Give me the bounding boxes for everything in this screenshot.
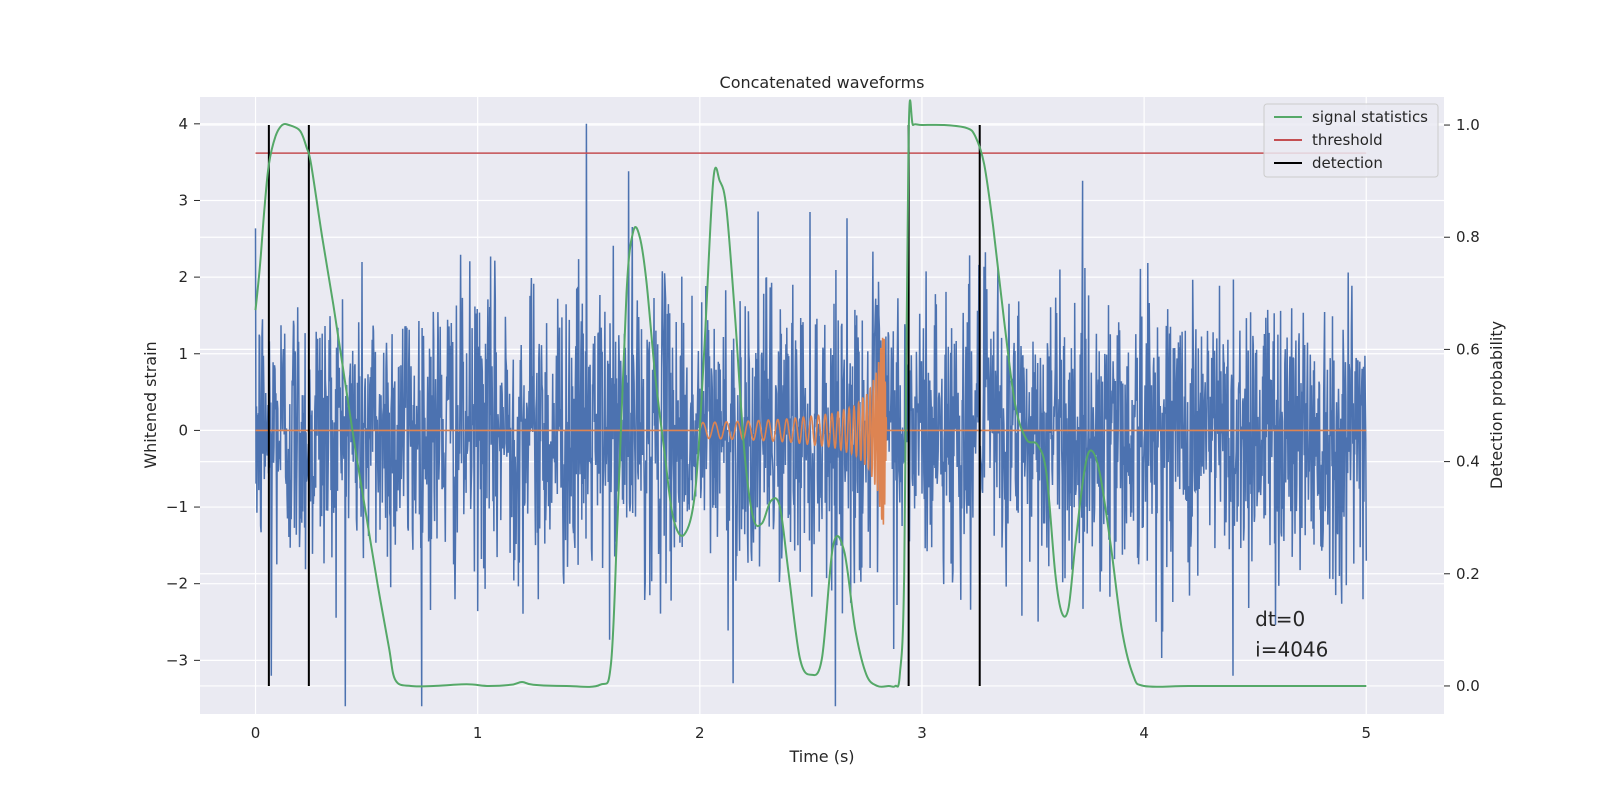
x-tick-label: 0	[251, 724, 261, 742]
legend-label-detection: detection	[1312, 154, 1383, 172]
y-tick-label: 3	[178, 191, 188, 209]
y-tick-label: −1	[166, 498, 188, 516]
legend: signal statistics threshold detection	[1263, 103, 1439, 178]
signal-statistics-line	[254, 99, 1367, 688]
template-series-line	[255, 337, 1367, 525]
annotation-text: dt=0	[1255, 607, 1305, 631]
y-axis-label-left: Whitened strain	[141, 341, 160, 468]
y-axis-left: −3 −2 −1 0 1 2 3 4	[166, 115, 200, 669]
annotation-text: i=4046	[1255, 638, 1328, 662]
plot-area	[254, 99, 1368, 707]
legend-label-signal-statistics: signal statistics	[1312, 108, 1428, 126]
x-axis: 0 1 2 3 4 5	[251, 724, 1371, 742]
y-right-tick-label: 0.4	[1456, 453, 1480, 471]
x-tick-label: 4	[1139, 724, 1149, 742]
y-right-tick-label: 0.0	[1456, 677, 1480, 695]
strain-series-line	[254, 123, 1368, 707]
annotations: dt=0 i=4046	[1255, 607, 1328, 662]
y-right-tick-label: 0.6	[1456, 340, 1480, 358]
x-tick-label: 3	[917, 724, 927, 742]
y-right-tick-label: 0.2	[1456, 565, 1480, 583]
y-tick-label: 0	[178, 421, 188, 439]
y-tick-label: 2	[178, 268, 188, 286]
x-tick-label: 2	[695, 724, 705, 742]
x-tick-label: 1	[473, 724, 483, 742]
legend-box	[1263, 103, 1439, 178]
legend-label-threshold: threshold	[1312, 131, 1383, 149]
x-axis-label: Time (s)	[788, 747, 854, 766]
y-tick-label: 1	[178, 345, 188, 363]
y-axis-right: 0.0 0.2 0.4 0.6 0.8 1.0	[1444, 116, 1480, 695]
y-right-tick-label: 0.8	[1456, 228, 1480, 246]
x-tick-label: 5	[1361, 724, 1371, 742]
chart-title: Concatenated waveforms	[720, 73, 925, 92]
y-axis-label-right: Detection probability	[1487, 321, 1506, 489]
y-tick-label: −2	[166, 575, 188, 593]
y-right-tick-label: 1.0	[1456, 116, 1480, 134]
y-tick-label: 4	[178, 115, 188, 133]
y-tick-label: −3	[166, 651, 188, 669]
